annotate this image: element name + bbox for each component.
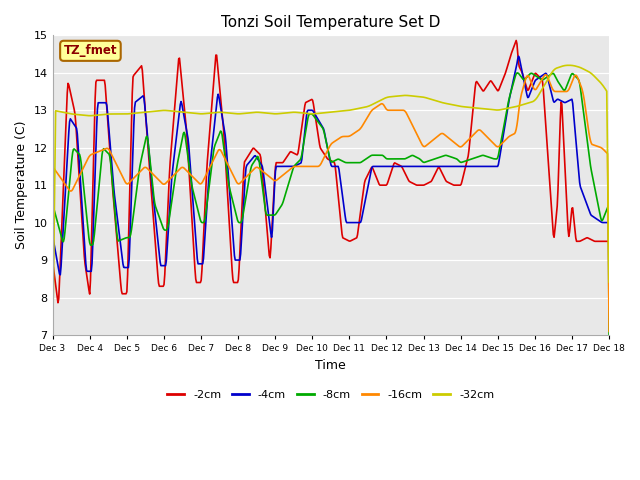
-32cm xyxy=(415,94,422,99)
-32cm xyxy=(564,62,572,68)
X-axis label: Time: Time xyxy=(316,359,346,372)
-32cm xyxy=(59,109,67,115)
-16cm xyxy=(59,178,67,183)
-4cm xyxy=(116,236,124,242)
Line: -32cm: -32cm xyxy=(52,65,609,354)
-2cm xyxy=(202,187,210,192)
Line: -2cm: -2cm xyxy=(52,40,609,431)
-8cm xyxy=(49,333,56,339)
-8cm xyxy=(202,211,210,216)
-4cm xyxy=(49,414,56,420)
-16cm xyxy=(202,172,210,178)
-2cm xyxy=(513,37,520,43)
-8cm xyxy=(173,167,180,173)
-32cm xyxy=(399,93,406,98)
Legend: -2cm, -4cm, -8cm, -16cm, -32cm: -2cm, -4cm, -8cm, -16cm, -32cm xyxy=(163,385,499,404)
-2cm xyxy=(116,271,124,277)
-4cm xyxy=(605,220,613,226)
-8cm xyxy=(59,238,67,244)
-2cm xyxy=(399,165,406,171)
-16cm xyxy=(173,169,180,175)
-16cm xyxy=(49,336,56,342)
-32cm xyxy=(605,279,613,285)
-4cm xyxy=(515,53,522,59)
-32cm xyxy=(116,111,124,117)
-4cm xyxy=(173,135,180,141)
-4cm xyxy=(399,164,406,169)
-2cm xyxy=(59,204,67,209)
-8cm xyxy=(399,156,406,162)
-2cm xyxy=(173,84,180,89)
Line: -8cm: -8cm xyxy=(52,73,609,336)
-2cm xyxy=(49,428,56,433)
-2cm xyxy=(605,239,613,244)
-8cm xyxy=(514,70,522,76)
Line: -16cm: -16cm xyxy=(52,75,609,339)
-8cm xyxy=(116,238,124,243)
-32cm xyxy=(202,111,210,117)
-4cm xyxy=(202,220,210,226)
Text: TZ_fmet: TZ_fmet xyxy=(63,44,117,57)
-16cm xyxy=(399,108,406,113)
Title: Tonzi Soil Temperature Set D: Tonzi Soil Temperature Set D xyxy=(221,15,440,30)
-32cm xyxy=(49,351,56,357)
-8cm xyxy=(605,333,613,338)
-4cm xyxy=(415,164,422,169)
-2cm xyxy=(415,182,422,188)
Y-axis label: Soil Temperature (C): Soil Temperature (C) xyxy=(15,121,28,250)
Line: -4cm: -4cm xyxy=(52,56,609,417)
-16cm xyxy=(116,168,124,174)
-8cm xyxy=(415,156,422,161)
-4cm xyxy=(59,237,67,242)
-16cm xyxy=(541,72,549,78)
-16cm xyxy=(415,135,422,141)
-32cm xyxy=(173,108,180,114)
-16cm xyxy=(605,329,613,335)
